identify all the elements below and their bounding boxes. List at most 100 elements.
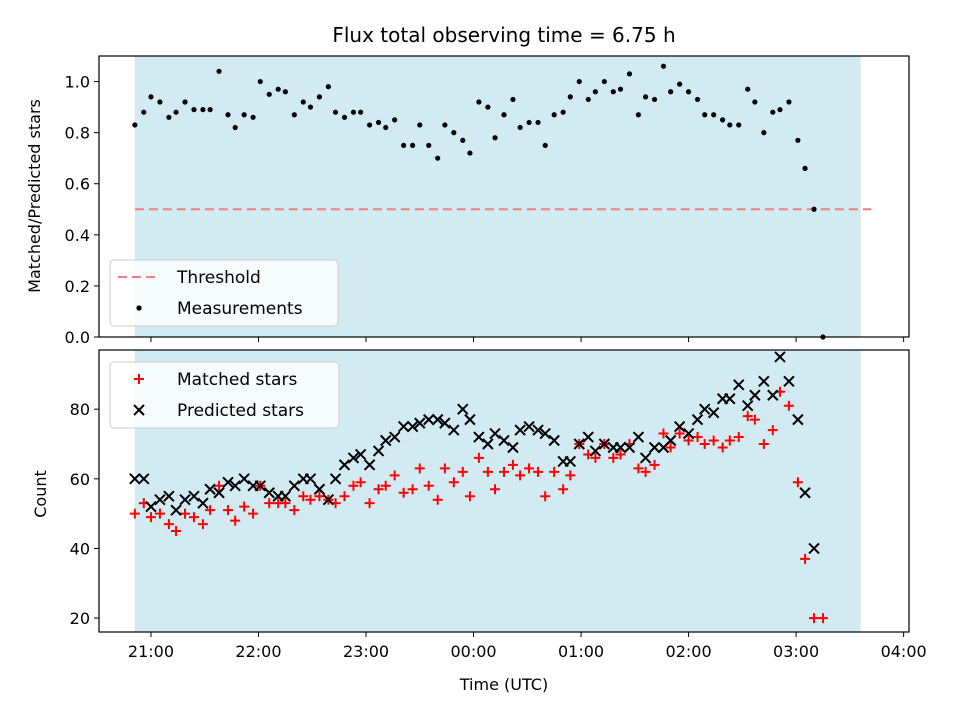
- matched-star-point: [439, 463, 450, 474]
- matched-star-point: [339, 491, 350, 502]
- matched-star-point: [708, 435, 719, 446]
- matched-star-point: [767, 425, 778, 436]
- predicted-star-point: [673, 420, 686, 433]
- predicted-star-point: [163, 490, 175, 502]
- matched-star-point: [524, 463, 535, 474]
- measurement-point: [282, 89, 288, 95]
- bottom-y-tick-label: 20: [70, 609, 90, 628]
- measurement-point: [173, 109, 179, 115]
- predicted-star-point: [213, 487, 225, 499]
- measurement-point: [752, 99, 758, 105]
- predicted-star-point: [423, 413, 435, 426]
- predicted-star-point: [397, 420, 410, 433]
- predicted-star-point: [648, 441, 661, 454]
- predicted-star-point: [372, 445, 385, 457]
- matched-star-point: [171, 526, 182, 537]
- x-tick-label: 02:00: [666, 642, 712, 661]
- predicted-star-point: [380, 434, 392, 447]
- predicted-star-point: [598, 438, 611, 450]
- predicted-star-point: [707, 406, 720, 419]
- measurement-point: [626, 71, 633, 77]
- predicted-star-point: [514, 424, 526, 436]
- measurement-point: [727, 122, 733, 128]
- measurement-point: [341, 114, 348, 120]
- measurement-point: [291, 112, 297, 118]
- matched-star-point: [692, 432, 703, 443]
- measurement-point: [610, 89, 616, 95]
- matched-star-point: [615, 449, 626, 460]
- measurement-point: [694, 96, 701, 103]
- predicted-star-point: [304, 473, 317, 485]
- predicted-star-point: [724, 393, 736, 405]
- matched-star-point: [239, 501, 250, 512]
- measurement-point: [426, 142, 432, 149]
- measurement-point: [442, 122, 448, 128]
- measurement-point: [266, 91, 272, 97]
- matched-star-point: [373, 484, 384, 495]
- predicted-star-point: [507, 441, 519, 454]
- predicted-star-point: [129, 473, 141, 485]
- matched-star-point: [724, 435, 735, 446]
- measurement-point: [350, 109, 357, 115]
- matched-star-point: [230, 515, 241, 526]
- predicted-star-point: [204, 483, 216, 495]
- matched-star-point: [640, 466, 651, 477]
- top-y-axis-label: Matched/Predicted stars: [25, 99, 44, 293]
- measurement-point: [392, 117, 398, 123]
- matched-star-point: [533, 466, 544, 477]
- predicted-star-point: [313, 483, 326, 495]
- bottom-y-tick-label: 40: [70, 539, 90, 558]
- legend-matched-swatch: [134, 374, 144, 384]
- predicted-star-point: [539, 427, 551, 440]
- matched-star-point: [188, 512, 199, 523]
- measurement-point: [232, 124, 238, 131]
- predicted-star-point: [439, 417, 451, 429]
- predicted-star-point: [792, 413, 804, 426]
- measurement-point: [216, 68, 222, 74]
- predicted-star-point: [774, 351, 786, 363]
- matched-star-point: [665, 442, 676, 453]
- predicted-star-point: [329, 473, 342, 485]
- measurement-point: [702, 112, 708, 118]
- matched-star-point: [305, 494, 316, 505]
- predicted-star-point: [347, 452, 360, 464]
- predicted-star-point: [138, 473, 150, 485]
- predicted-star-point: [363, 459, 376, 471]
- measurement-point: [207, 107, 213, 113]
- chart-title: Flux total observing time = 6.75 h: [332, 23, 675, 47]
- predicted-star-point: [473, 431, 485, 443]
- measurement-point: [786, 99, 792, 105]
- predicted-star-point: [589, 445, 602, 457]
- predicted-star-point: [179, 493, 191, 506]
- matched-star-point: [733, 432, 744, 443]
- measurement-point: [660, 63, 667, 69]
- matched-star-point: [298, 491, 309, 502]
- matched-star-point: [163, 519, 174, 530]
- matched-star-point: [674, 428, 685, 439]
- measurement-point: [685, 89, 692, 95]
- matched-star-point: [749, 414, 760, 425]
- matched-star-point: [800, 553, 811, 564]
- matched-star-point: [515, 470, 526, 481]
- measurement-point: [316, 94, 323, 100]
- measurement-point: [148, 94, 154, 100]
- measurement-point: [635, 112, 642, 118]
- matched-star-point: [499, 466, 509, 477]
- predicted-star-point: [682, 427, 695, 440]
- measurement-point: [811, 206, 817, 212]
- x-tick-label: 03:00: [773, 642, 819, 661]
- measurement-point: [451, 130, 457, 136]
- matched-star-point: [129, 508, 140, 519]
- matched-star-point: [464, 491, 475, 502]
- predicted-star-point: [482, 438, 494, 450]
- measurement-point: [777, 107, 783, 113]
- measurement-point: [141, 109, 147, 115]
- measurement-point: [551, 112, 557, 118]
- predicted-star-point: [699, 403, 711, 415]
- matched-star-point: [248, 508, 259, 519]
- top-y-tick-label: 0.2: [65, 277, 90, 296]
- predicted-star-point: [197, 497, 209, 509]
- top-subplot: 0.0 0.2 0.4 0.6 0.8 1.0 Threshold Measurements: [65, 55, 910, 347]
- measurement-point: [601, 78, 607, 85]
